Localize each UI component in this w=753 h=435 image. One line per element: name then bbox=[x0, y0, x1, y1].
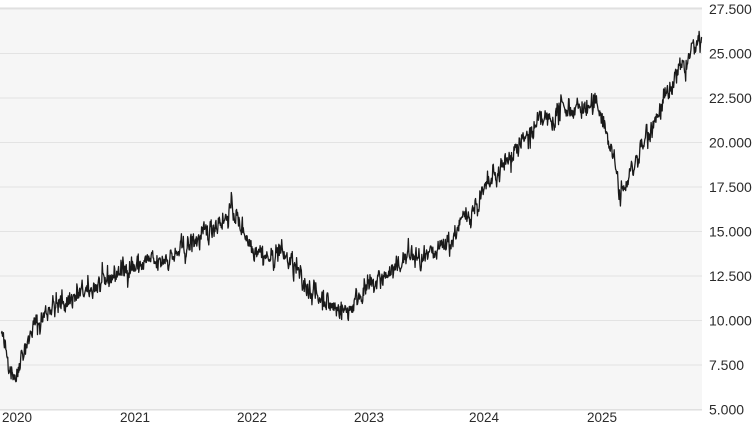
svg-text:7.500: 7.500 bbox=[709, 357, 744, 373]
svg-text:2025: 2025 bbox=[587, 410, 617, 425]
svg-text:12.500: 12.500 bbox=[709, 268, 752, 284]
svg-text:20.000: 20.000 bbox=[709, 135, 752, 151]
svg-text:25.000: 25.000 bbox=[709, 46, 752, 62]
svg-text:2023: 2023 bbox=[354, 410, 384, 425]
svg-text:15.000: 15.000 bbox=[709, 224, 752, 240]
svg-text:2024: 2024 bbox=[469, 410, 500, 425]
svg-text:2021: 2021 bbox=[120, 410, 150, 425]
svg-text:2022: 2022 bbox=[237, 410, 267, 425]
svg-text:17.500: 17.500 bbox=[709, 179, 752, 195]
svg-text:10.000: 10.000 bbox=[709, 313, 752, 329]
svg-text:2020: 2020 bbox=[2, 410, 32, 425]
svg-text:27.500: 27.500 bbox=[709, 1, 752, 17]
svg-text:22.500: 22.500 bbox=[709, 90, 752, 106]
svg-text:5.000: 5.000 bbox=[709, 402, 744, 418]
